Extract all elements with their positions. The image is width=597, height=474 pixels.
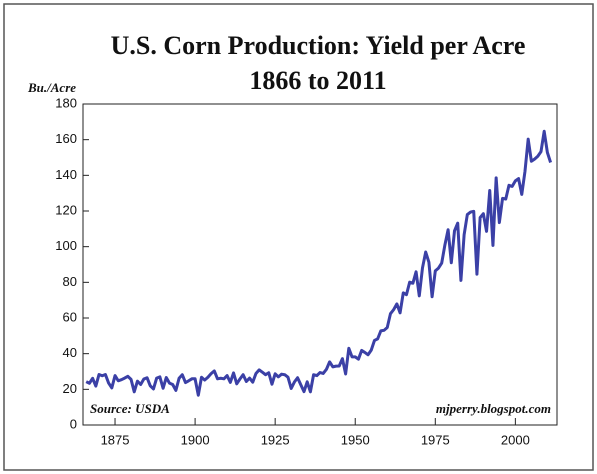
y-axis-label: Bu./Acre: [27, 80, 76, 95]
plot-frame: [82, 103, 558, 426]
y-tick-label: 60: [63, 309, 77, 324]
x-tick-label: 2000: [501, 432, 530, 447]
x-tick-label: 1925: [261, 432, 290, 447]
x-tick-label: 1950: [341, 432, 370, 447]
yield-line: [85, 129, 553, 397]
x-tick-label: 1900: [181, 432, 210, 447]
x-tick-label: 1975: [421, 432, 450, 447]
y-tick-label: 180: [55, 95, 77, 110]
y-tick-label: 140: [55, 167, 77, 182]
x-tick-label: 1875: [101, 432, 130, 447]
y-tick-label: 120: [55, 202, 77, 217]
chart-subtitle: 1866 to 2011: [249, 66, 386, 95]
credit-note: mjperry.blogspot.com: [436, 401, 551, 416]
y-tick-label: 160: [55, 131, 77, 146]
y-tick-label: 40: [63, 345, 77, 360]
y-tick-label: 0: [70, 416, 77, 431]
y-tick-label: 80: [63, 274, 77, 289]
chart-title: U.S. Corn Production: Yield per Acre: [111, 31, 526, 60]
y-tick-label: 100: [55, 238, 77, 253]
source-note: Source: USDA: [90, 401, 170, 416]
y-tick-label: 20: [63, 381, 77, 396]
